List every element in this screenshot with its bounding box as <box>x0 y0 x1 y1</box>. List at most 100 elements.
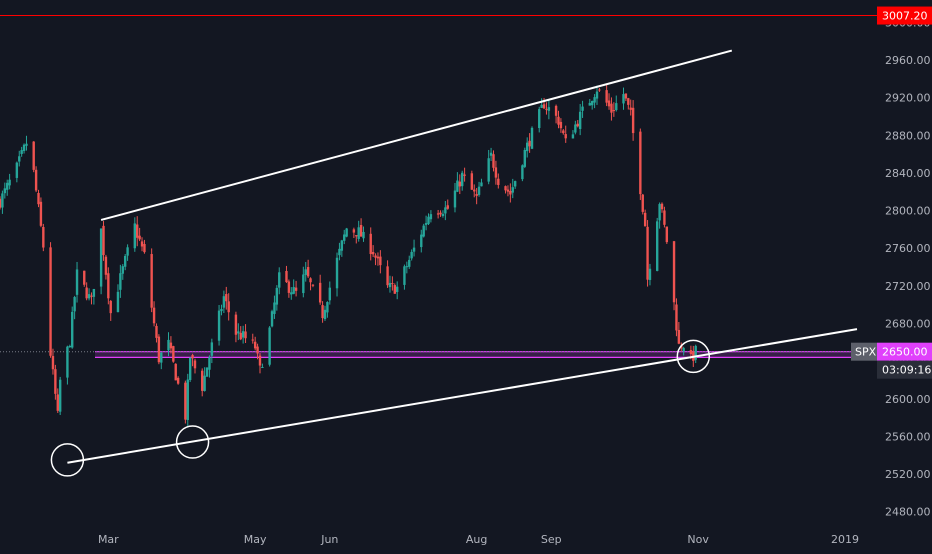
last-price-badge <box>877 342 932 361</box>
candle-body <box>412 247 416 252</box>
candle-body <box>87 294 91 299</box>
candle-body <box>239 332 242 340</box>
candle-body <box>75 269 79 295</box>
candle-body <box>675 304 678 331</box>
candle-body <box>525 142 529 152</box>
candle-body <box>251 339 254 341</box>
candle-body <box>225 294 228 302</box>
candle-body <box>174 363 177 381</box>
candle-body <box>422 225 425 237</box>
candle-body <box>528 140 531 147</box>
candle-body <box>261 366 264 368</box>
candle-body <box>513 181 517 187</box>
candle-body <box>559 121 563 129</box>
touch-circle <box>175 425 210 459</box>
candle-body <box>554 105 558 116</box>
candle-body <box>1 193 4 208</box>
candle-body <box>427 216 430 224</box>
candle-body <box>655 221 659 271</box>
candle-body <box>578 111 582 130</box>
candle-body <box>155 325 158 338</box>
candle-body <box>15 162 19 178</box>
candle-body <box>355 235 358 237</box>
candle-body <box>83 270 86 285</box>
resistance-badge <box>877 6 932 25</box>
candle-body <box>126 247 129 256</box>
candle-body <box>388 282 392 288</box>
candle-body <box>0 198 2 208</box>
candle-body <box>538 109 541 128</box>
candle-body <box>371 251 375 255</box>
candle-body <box>456 180 459 192</box>
candle-body <box>521 165 524 180</box>
lower-trendline <box>67 328 858 464</box>
circle-annotations <box>50 339 711 477</box>
candle-body <box>343 234 346 241</box>
candle-body <box>374 255 377 258</box>
candle-body <box>494 167 498 178</box>
candle-body <box>71 311 74 348</box>
candle-body <box>475 194 478 196</box>
y-tick-label: 2560.00 <box>885 430 931 443</box>
candle-body <box>624 93 628 99</box>
x-tick-label: Mar <box>98 533 119 546</box>
y-tick-label: 2680.00 <box>885 317 931 330</box>
candle-body <box>119 273 122 290</box>
candle-body <box>369 233 372 255</box>
y-tick-label: 2880.00 <box>885 129 931 142</box>
candle-body <box>379 256 382 266</box>
candle-body <box>58 379 62 412</box>
candle-body <box>25 143 28 146</box>
x-tick-label: Jun <box>320 533 338 546</box>
candle-body <box>461 172 464 187</box>
candle-body <box>444 207 447 214</box>
support-band <box>0 15 877 358</box>
candle-body <box>92 288 96 297</box>
candle-body <box>477 186 481 195</box>
candle-body <box>408 259 411 267</box>
candle-body <box>463 174 466 176</box>
candle-body <box>540 104 543 108</box>
candle-body <box>391 283 394 285</box>
candle-body <box>660 203 664 210</box>
symbol-badge-text: SPX <box>855 346 877 359</box>
candle-body <box>658 204 661 221</box>
candle-body <box>574 124 577 133</box>
candle-body <box>672 241 676 303</box>
candle-body <box>56 394 59 411</box>
candle-body <box>203 375 206 391</box>
candle-body <box>590 101 594 106</box>
candle-body <box>193 360 197 369</box>
symbol-badge <box>851 342 877 361</box>
candle-body <box>497 178 500 185</box>
resistance-badge-text: 3007.20 <box>882 10 928 23</box>
candle-body <box>18 156 21 162</box>
candle-body <box>480 182 483 187</box>
y-tick-label: 2760.00 <box>885 242 931 255</box>
candle-body <box>176 377 180 384</box>
candle-body <box>345 228 348 237</box>
candle-body <box>116 291 120 313</box>
candle-body <box>32 141 35 170</box>
candle-body <box>557 116 560 125</box>
candle-body <box>34 169 38 191</box>
x-tick-label: Sep <box>541 533 562 546</box>
touch-circle <box>676 339 711 374</box>
candle-body <box>104 256 108 275</box>
candle-body <box>51 356 55 370</box>
candle-body <box>648 268 652 280</box>
y-tick-label: 2800.00 <box>885 205 931 218</box>
countdown-badge-text: 03:09:16 <box>882 364 931 377</box>
candle-body <box>629 107 632 110</box>
candle-body <box>292 287 295 294</box>
candle-body <box>509 190 512 195</box>
candle-body <box>186 379 189 421</box>
candle-body <box>598 89 601 91</box>
candle-body <box>323 309 327 320</box>
candle-body <box>362 231 365 239</box>
candle-body <box>470 173 474 190</box>
candle-body <box>268 327 271 365</box>
candle-body <box>290 292 293 295</box>
